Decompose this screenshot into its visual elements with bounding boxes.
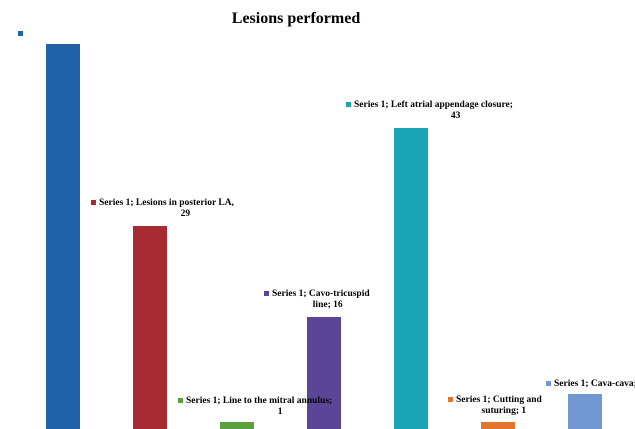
label-marker-1 — [18, 31, 23, 36]
chart-title: Lesions performed — [232, 10, 361, 27]
label-marker-3 — [178, 398, 183, 403]
data-label-4: Series 1; Cavo-tricuspid line; 16 — [272, 289, 370, 310]
data-label-2: Series 1; Lesions in posterior LA, 29 — [99, 198, 235, 219]
label-marker-2 — [91, 200, 96, 205]
bars-group — [46, 44, 602, 429]
data-label-7: Series 1; Cava-cava; 5 — [554, 379, 635, 389]
label-marker-5 — [346, 102, 351, 107]
bar-5 — [394, 128, 428, 429]
data-label-3: Series 1; Line to the mitral annulus; 1 — [186, 396, 332, 417]
bar-1 — [46, 44, 80, 429]
bar-3 — [220, 422, 254, 429]
label-marker-7 — [546, 381, 551, 386]
label-marker-6 — [448, 397, 453, 402]
label-marker-4 — [264, 291, 269, 296]
data-label-6: Series 1; Cutting and suturing; 1 — [456, 395, 542, 416]
data-label-5: Series 1; Left atrial appendage closure;… — [354, 100, 513, 121]
bar-4 — [307, 317, 341, 429]
bar-7 — [568, 394, 602, 429]
data-labels-group: Series 1; Lesions in posterior LA, 29 Seri… — [18, 31, 635, 417]
bar-2 — [133, 226, 167, 429]
bar-6 — [481, 422, 515, 429]
